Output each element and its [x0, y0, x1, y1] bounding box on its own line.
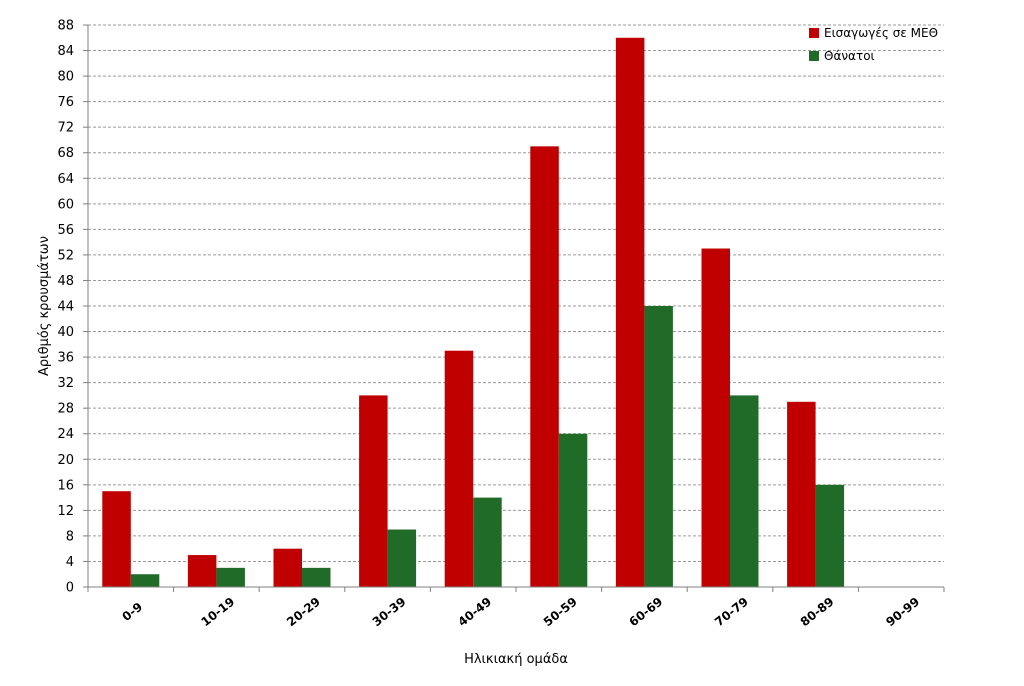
legend-label: Εισαγωγές σε ΜΕΘ: [824, 26, 938, 40]
y-tick-label: 64: [57, 172, 74, 187]
bar-icu-admissions: [615, 37, 645, 588]
y-tick-label: 24: [57, 427, 74, 442]
legend-label: Θάνατοι: [824, 49, 875, 63]
bar-deaths: [644, 306, 673, 587]
y-tick-label: 76: [57, 95, 74, 110]
bar-icu-admissions: [444, 350, 474, 587]
y-tick-label: 16: [57, 478, 74, 493]
y-tick-label: 36: [57, 351, 74, 366]
y-tick-label: 52: [57, 248, 74, 263]
x-tick-label: 20-29: [284, 595, 323, 630]
bar-deaths: [730, 395, 759, 587]
legend-swatch: [809, 51, 819, 61]
y-tick-label: 12: [57, 504, 74, 519]
x-tick-label: 40-49: [455, 595, 494, 630]
y-tick-label: 20: [57, 453, 74, 468]
y-tick-label: 56: [57, 223, 74, 238]
y-axis-ticks: 0481216202428323640444852566064687276808…: [57, 19, 88, 596]
y-tick-label: 84: [57, 44, 74, 59]
bar-icu-admissions: [102, 491, 131, 587]
y-tick-label: 68: [57, 146, 74, 161]
y-tick-label: 88: [57, 19, 74, 34]
x-tick-label: 70-79: [712, 595, 751, 630]
bar-deaths: [387, 529, 417, 587]
bar-icu-admissions: [359, 395, 388, 587]
y-tick-label: 40: [57, 325, 74, 340]
legend-swatch: [809, 28, 819, 38]
y-tick-label: 48: [57, 274, 74, 289]
bar-icu-admissions: [701, 248, 730, 588]
x-tick-label: 50-59: [541, 595, 580, 630]
x-tick-label: 80-89: [798, 595, 837, 630]
bar-deaths: [130, 574, 160, 587]
bar-icu-admissions: [273, 548, 302, 587]
y-tick-label: 32: [57, 376, 74, 391]
bar-icu-admissions: [530, 146, 559, 587]
x-axis-title: Ηλικιακή ομάδα: [464, 652, 568, 667]
y-tick-label: 72: [57, 121, 74, 136]
legend: Εισαγωγές σε ΜΕΘ Θάνατοι: [809, 26, 938, 63]
bar-deaths: [815, 484, 845, 587]
y-tick-label: 80: [57, 70, 74, 85]
y-axis-title: Αριθμός κρουσμάτων: [37, 236, 52, 376]
bar-deaths: [216, 567, 245, 587]
x-tick-label: 30-39: [370, 595, 409, 630]
bar-deaths: [302, 567, 331, 587]
y-tick-label: 28: [57, 402, 74, 417]
y-tick-label: 60: [57, 197, 74, 212]
y-tick-label: 8: [66, 529, 74, 544]
y-tick-label: 0: [66, 581, 74, 596]
bar-icu-admissions: [787, 401, 816, 587]
x-tick-label: 90-99: [883, 595, 922, 630]
y-tick-label: 44: [57, 300, 74, 315]
bar-deaths: [558, 433, 588, 587]
y-tick-label: 4: [66, 555, 74, 570]
bar-deaths: [473, 497, 502, 587]
bar-icu-admissions: [187, 555, 217, 587]
bars: [102, 37, 845, 588]
x-tick-label: 0-9: [119, 600, 145, 624]
x-axis-ticks: 0-9 10-19 20-29 30-39 40-49 50-59 60-69 70-79 80…: [87, 587, 945, 630]
x-tick-label: 10-19: [199, 595, 238, 630]
x-tick-label: 60-69: [627, 595, 666, 630]
gridlines: [88, 24, 944, 562]
